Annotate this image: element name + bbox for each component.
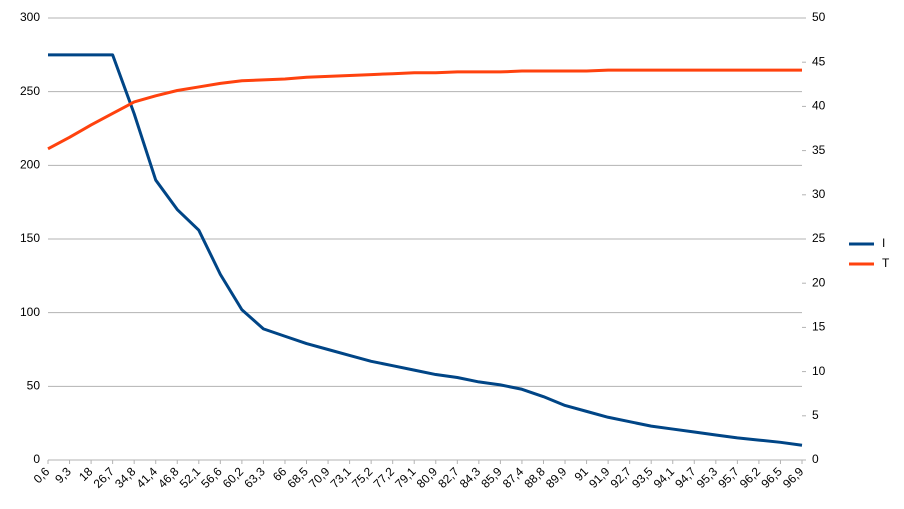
series-line (48, 53, 803, 447)
x-tick-label: 52,1 (177, 464, 204, 491)
y-tick-label: 200 (20, 158, 40, 172)
x-tick-label: 79,1 (392, 464, 419, 491)
x-tick-label: 87,4 (500, 464, 527, 491)
x-tick-label: 94,1 (651, 464, 678, 491)
x-tick-label: 80,9 (414, 464, 441, 491)
x-tick-label: 0,6 (31, 464, 53, 486)
x-tick-label: 96,9 (780, 464, 807, 491)
x-tick-label: 70,9 (306, 464, 333, 491)
x-tick-label: 96,5 (758, 464, 785, 491)
y-tick-label: 50 (27, 379, 41, 393)
y2-tick-label: 30 (812, 187, 826, 201)
x-tick-label: 9,3 (52, 464, 74, 486)
x-tick-label: 85,9 (478, 464, 505, 491)
y2-tick-label: 25 (812, 231, 826, 245)
x-tick-label: 91,9 (586, 464, 613, 491)
x-tick-label: 84,3 (457, 464, 484, 491)
x-tick-label: 26,7 (91, 464, 118, 491)
y2-tick-label: 35 (812, 143, 826, 157)
y2-tick-label: 15 (812, 320, 826, 334)
x-tick-label: 95,7 (715, 464, 742, 491)
x-tick-label: 82,7 (435, 464, 462, 491)
legend-label: T (882, 256, 890, 270)
y2-tick-label: 40 (812, 99, 826, 113)
y2-tick-label: 45 (812, 54, 826, 68)
y-tick-label: 0 (33, 452, 40, 466)
y2-tick-label: 5 (812, 408, 819, 422)
x-tick-label: 41,4 (134, 464, 161, 491)
x-tick-label: 34,8 (112, 464, 139, 491)
y2-tick-label: 50 (812, 10, 826, 24)
x-tick-label: 60,2 (220, 464, 247, 491)
x-tick-label: 93,5 (629, 464, 656, 491)
x-tick-label: 88,8 (521, 464, 548, 491)
x-tick-label: 75,2 (349, 464, 376, 491)
y-tick-label: 100 (20, 305, 40, 319)
y2-tick-label: 0 (812, 452, 819, 466)
y2-tick-label: 10 (812, 364, 826, 378)
series-line (47, 68, 802, 151)
y-tick-label: 250 (20, 84, 40, 98)
x-tick-label: 68,5 (284, 464, 311, 491)
y2-tick-label: 20 (812, 275, 826, 289)
x-tick-label: 73,1 (328, 464, 355, 491)
x-tick-label: 77,2 (371, 464, 398, 491)
x-tick-label: 63,3 (241, 464, 268, 491)
legend-label: I (882, 236, 885, 250)
x-tick-label: 94,7 (672, 464, 699, 491)
x-tick-label: 92,7 (608, 464, 635, 491)
x-tick-label: 46,8 (155, 464, 182, 491)
x-tick-label: 56,6 (198, 464, 225, 491)
x-tick-label: 96,2 (737, 464, 764, 491)
y-tick-label: 150 (20, 231, 40, 245)
x-tick-label: 89,9 (543, 464, 570, 491)
y-tick-label: 300 (20, 10, 40, 24)
x-tick-label: 95,3 (694, 464, 721, 491)
